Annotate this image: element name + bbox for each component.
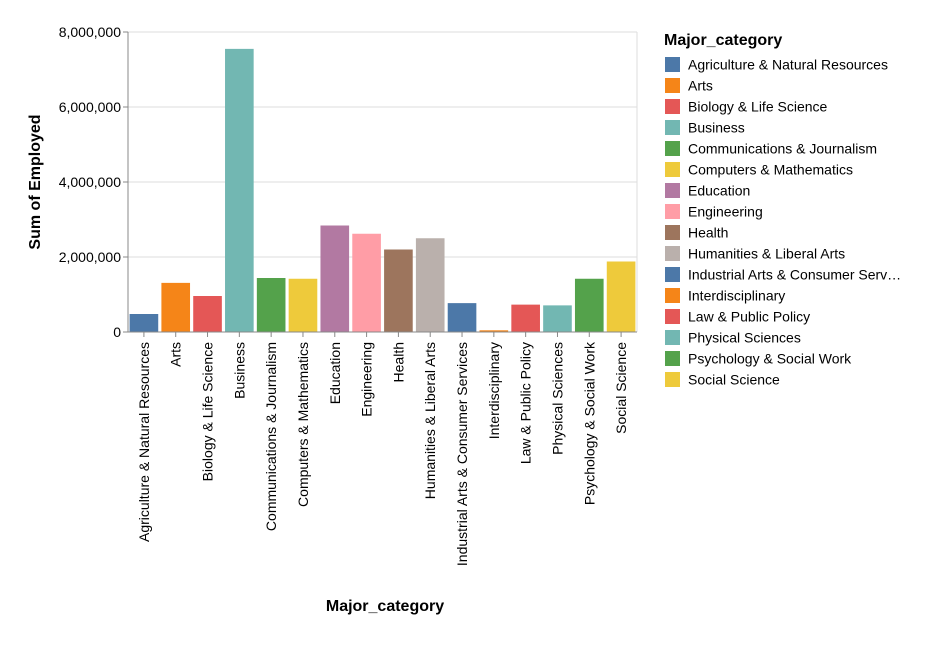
legend-swatch — [665, 351, 680, 366]
grid-lines — [128, 31, 638, 333]
legend-swatch — [665, 183, 680, 198]
legend-swatch — [665, 288, 680, 303]
bar-agriculture-natural-resources[interactable] — [129, 314, 159, 332]
x-tick-label: Physical Sciences — [549, 342, 565, 455]
bar-biology-life-science[interactable] — [193, 296, 222, 332]
bar-education[interactable] — [320, 225, 350, 333]
legend-label: Business — [688, 120, 745, 136]
legend-swatch — [665, 99, 680, 114]
legend-swatch — [665, 330, 680, 345]
bar-law-public-policy[interactable] — [511, 304, 540, 332]
legend-label: Interdisciplinary — [688, 288, 785, 304]
bar-computers-mathematics[interactable] — [288, 278, 318, 332]
bar-humanities-liberal-arts[interactable] — [415, 238, 445, 332]
legend-label: Humanities & Liberal Arts — [688, 246, 845, 262]
x-tick-label: Education — [327, 342, 343, 404]
legend-label: Psychology & Social Work — [688, 351, 852, 367]
bar-arts[interactable] — [161, 282, 191, 332]
legend-swatch — [665, 204, 680, 219]
legend-label: Arts — [688, 78, 713, 94]
y-axis-title: Sum of Employed — [27, 114, 44, 249]
x-tick-label: Law & Public Policy — [518, 342, 534, 464]
x-tick-label: Humanities & Liberal Arts — [422, 342, 438, 499]
legend-label: Computers & Mathematics — [688, 162, 853, 178]
x-tick-label: Biology & Life Science — [200, 342, 216, 482]
legend: Major_category Agriculture & Natural Res… — [664, 32, 901, 388]
legend-swatch — [665, 141, 680, 156]
legend-swatch — [665, 78, 680, 93]
x-tick-label: Arts — [168, 342, 184, 367]
legend-label: Law & Public Policy — [688, 309, 810, 325]
legend-label: Social Science — [688, 372, 780, 388]
legend-swatch — [665, 57, 680, 72]
legend-swatch — [665, 162, 680, 177]
legend-swatch — [665, 309, 680, 324]
x-tick-label: Business — [231, 342, 247, 399]
axes: 0 2,000,000 4,000,000 6,000,000 8,000,000 Agr… — [59, 24, 637, 566]
bar-communications-journalism[interactable] — [256, 278, 286, 332]
bar-engineering[interactable] — [352, 233, 381, 332]
y-tick-label: 6,000,000 — [59, 99, 121, 115]
y-tick-label: 4,000,000 — [59, 174, 121, 190]
legend-swatch — [665, 372, 680, 387]
bars — [129, 48, 636, 333]
y-tick-label: 2,000,000 — [59, 249, 121, 265]
bar-business[interactable] — [225, 48, 254, 332]
legend-swatch — [665, 225, 680, 240]
legend-label: Agriculture & Natural Resources — [688, 57, 888, 73]
legend-swatch — [665, 120, 680, 135]
bar-health[interactable] — [384, 249, 413, 333]
legend-swatch — [665, 246, 680, 261]
legend-label: Biology & Life Science — [688, 99, 828, 115]
x-tick-label: Computers & Mathematics — [295, 342, 311, 507]
x-tick-label: Communications & Journalism — [263, 342, 279, 531]
bar-psychology-social-work[interactable] — [574, 278, 604, 332]
x-tick-label: Interdisciplinary — [486, 342, 502, 439]
bar-physical-sciences[interactable] — [543, 305, 572, 332]
x-axis-title: Major_category — [326, 598, 444, 615]
x-tick-label: Agriculture & Natural Resources — [136, 342, 152, 542]
legend-label: Physical Sciences — [688, 330, 801, 346]
x-tick-label: Social Science — [613, 342, 629, 434]
legend-swatch — [665, 267, 680, 282]
x-tick-label: Engineering — [359, 342, 375, 417]
legend-label: Engineering — [688, 204, 763, 220]
legend-label: Communications & Journalism — [688, 141, 877, 157]
bar-interdisciplinary[interactable] — [479, 330, 509, 332]
bar-industrial-arts-consumer-services[interactable] — [447, 303, 477, 332]
legend-title: Major_category — [664, 32, 782, 49]
legend-label: Industrial Arts & Consumer Serv… — [688, 267, 901, 283]
x-tick-label: Health — [390, 342, 406, 382]
x-tick-label: Psychology & Social Work — [581, 341, 597, 505]
y-tick-label: 0 — [113, 324, 121, 340]
legend-label: Health — [688, 225, 728, 241]
x-tick-label: Industrial Arts & Consumer Services — [454, 342, 470, 566]
legend-label: Education — [688, 183, 750, 199]
y-tick-label: 8,000,000 — [59, 24, 121, 40]
bar-social-science[interactable] — [606, 261, 636, 333]
